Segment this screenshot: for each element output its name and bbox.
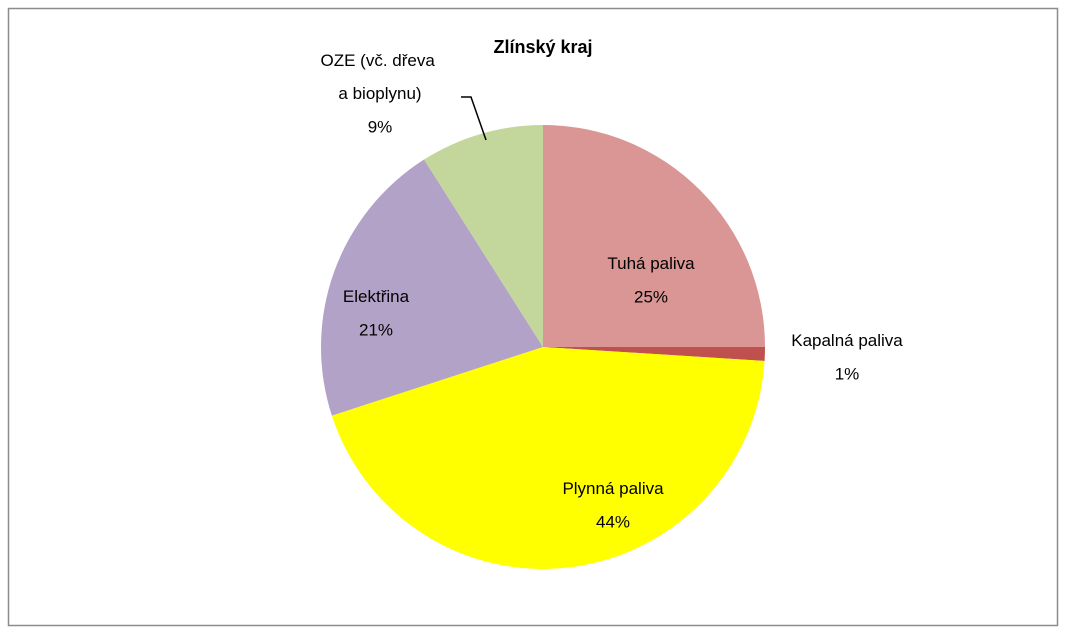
slice-label: Elektřina [343,287,410,306]
slice-label: Kapalná paliva [791,331,903,350]
pie-slice [543,125,765,347]
pie-slice [321,159,543,416]
slice-value-label: 25% [634,287,668,306]
slice-label: OZE (vč. dřeva a bioplynu) [320,51,439,103]
slice-label: Tuhá paliva [607,254,695,273]
slice-value-label: 1% [835,364,860,383]
slice-value-label: 21% [359,320,393,339]
leader-line [461,96,487,141]
slice-value-label: 9% [368,117,393,136]
slice-value-label: 44% [596,512,630,531]
pie-slice [331,347,765,570]
pie-slice [543,347,765,361]
slice-label: Plynná paliva [562,479,664,498]
chart-title: Zlínský kraj [493,37,592,57]
pie-slice [424,125,543,347]
